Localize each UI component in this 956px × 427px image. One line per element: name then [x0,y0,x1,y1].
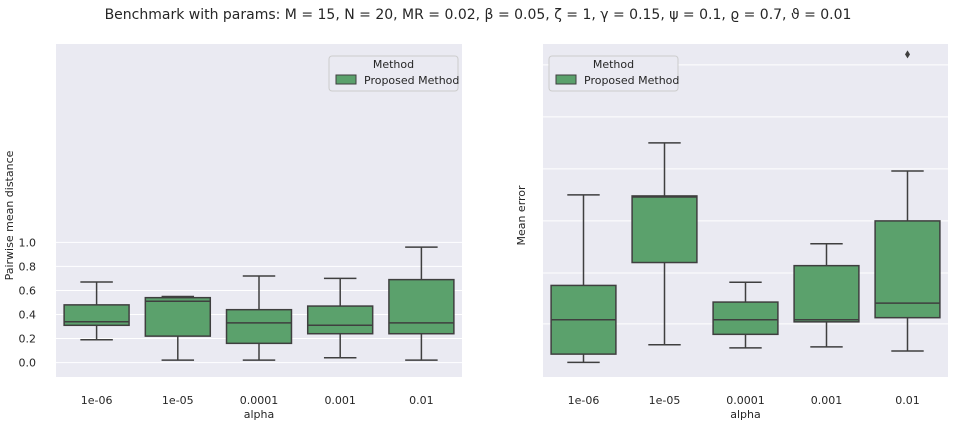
box-iqr [631,195,698,264]
legend-swatch [335,74,357,85]
box-iqr [225,308,293,345]
box-1e-06 [63,281,130,341]
legend: Method Proposed Method [548,55,679,92]
y-tick-label: 0.8 [19,260,37,273]
box-iqr [793,264,860,323]
legend: Method Proposed Method [328,55,459,92]
x-axis-label: alpha [244,408,275,421]
y-axis-label: Pairwise mean distance [3,150,16,280]
y-tick-label: 0.2 [19,333,37,346]
legend-title: Method [373,58,414,71]
legend-label: Proposed Method [584,74,679,87]
x-tick-label: 1e-05 [649,394,681,407]
box-iqr [306,305,374,335]
box-iqr [712,301,779,336]
box-1e-05 [631,142,698,346]
box-iqr [63,304,130,327]
box-0.0001 [712,281,779,349]
x-axis-label: alpha [730,408,761,421]
box-1e-06 [550,194,617,364]
right-boxplot-panel: 1e-06 1e-05 0.0001 0.001 0.01 alpha Mean error… [515,44,948,421]
box-0.001 [793,243,860,348]
legend-frame [328,55,459,92]
outlier-point [905,50,910,59]
legend-title: Method [593,58,634,71]
legend-label: Proposed Method [364,74,459,87]
x-tick-label: 1e-05 [162,394,194,407]
box-0.01 [388,246,455,361]
y-axis-label: Mean error [515,185,528,246]
box-1e-05 [144,295,212,361]
x-tick-label: 1e-06 [81,394,113,407]
box-iqr [388,278,455,335]
x-tick-label: 0.01 [409,394,434,407]
x-tick-label: 0.0001 [726,394,765,407]
y-tick-label: 0.4 [19,308,37,321]
box-0.0001 [225,275,293,361]
x-tick-label: 0.001 [324,394,356,407]
legend-swatch [555,74,577,85]
box-iqr [144,296,212,337]
x-tick-label: 0.0001 [240,394,279,407]
y-tick-label: 0.6 [19,284,37,297]
x-tick-label: 1e-06 [568,394,600,407]
left-boxplot-panel: 0.0 0.2 0.4 0.6 0.8 1.0 1e-06 1e-05 0.0001 0.001 0… [3,44,462,421]
box-0.001 [306,277,374,359]
figure-title: Benchmark with params: M = 15, N = 20, M… [104,7,852,23]
box-0.01 [874,50,941,352]
legend-frame [548,55,679,92]
y-tick-label: 0.0 [19,357,37,370]
x-tick-label: 0.001 [811,394,843,407]
box-iqr [874,220,941,319]
x-tick-label: 0.01 [895,394,920,407]
y-tick-label: 1.0 [19,236,37,249]
